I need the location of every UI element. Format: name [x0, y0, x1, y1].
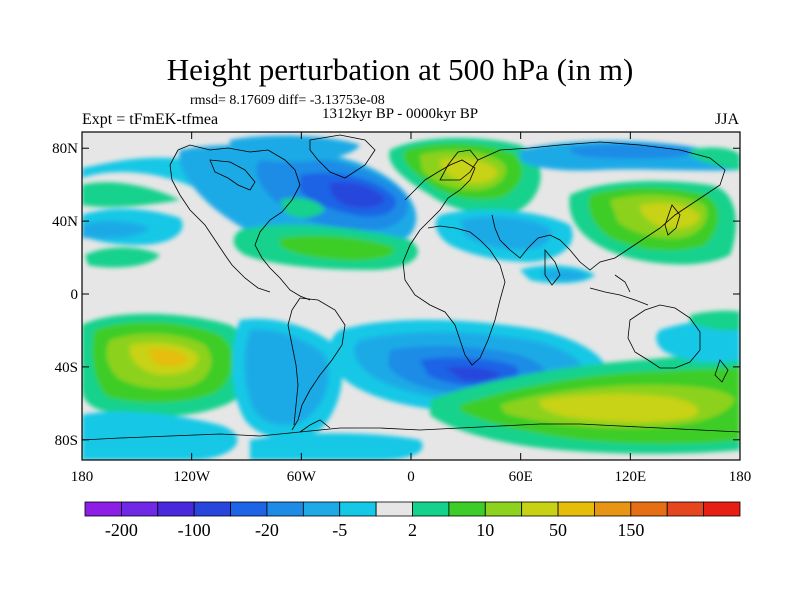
colorbar-swatch: [120, 501, 159, 517]
colorbar-swatch: [521, 501, 559, 517]
lon-tick-label: 0: [407, 469, 415, 485]
colorbar-swatch: [594, 501, 632, 517]
colorbar-label: 2: [408, 520, 417, 540]
colorbar-swatch: [448, 501, 486, 517]
colorbar-label: -100: [178, 520, 211, 540]
lon-tick-label: 180: [71, 469, 94, 485]
colorbar-swatch: [157, 501, 195, 517]
colorbar-swatch: [703, 501, 741, 517]
colorbar-swatch: [193, 501, 231, 517]
colorbar-swatch: [339, 501, 377, 517]
colorbar-label: 50: [549, 520, 567, 540]
colorbar-swatch: [412, 501, 450, 517]
lat-tick-label: 80N: [52, 141, 78, 157]
lat-tick-label: 0: [71, 287, 79, 303]
colorbar: -200 -100 -20 -5 2 10 50 150: [84, 501, 741, 540]
lon-tick-label: 120W: [173, 469, 211, 485]
contour-field: [82, 132, 740, 460]
colorbar-label: -200: [105, 520, 138, 540]
lat-tick-label: 80S: [55, 433, 78, 449]
colorbar-swatch: [84, 501, 122, 517]
latitude-axis: 80N 40N 0 40S 80S: [52, 141, 740, 449]
lon-tick-label: 120E: [614, 469, 646, 485]
colorbar-swatch: [266, 501, 304, 517]
colorbar-swatch: [557, 501, 595, 517]
colorbar-swatch: [375, 501, 413, 517]
lon-tick-label: 180: [729, 469, 752, 485]
colorbar-swatch: [630, 501, 668, 517]
stats-label: rmsd= 8.17609 diff= -3.13753e-08: [190, 93, 385, 108]
period-label: 1312kyr BP - 0000kyr BP: [322, 106, 479, 122]
lon-tick-label: 60W: [287, 469, 317, 485]
lon-tick-label: 60E: [509, 469, 533, 485]
lat-tick-label: 40S: [55, 360, 78, 376]
colorbar-swatch: [666, 501, 705, 517]
coastlines: [82, 134, 740, 441]
colorbar-swatch: [484, 501, 523, 517]
colorbar-label: 150: [617, 520, 644, 540]
colorbar-label: 10: [476, 520, 494, 540]
colorbar-swatch: [302, 501, 341, 517]
lat-tick-label: 40N: [52, 214, 78, 230]
colorbar-label: -20: [255, 520, 279, 540]
longitude-axis: 180 120W 60W 0 60E 120E 180: [71, 132, 752, 485]
chart-title: Height perturbation at 500 hPa (in m): [166, 52, 634, 87]
colorbar-label: -5: [332, 520, 347, 540]
experiment-label: Expt = tFmEK-tfmea: [82, 111, 219, 128]
colorbar-swatch: [230, 501, 268, 517]
season-label: JJA: [715, 111, 740, 128]
